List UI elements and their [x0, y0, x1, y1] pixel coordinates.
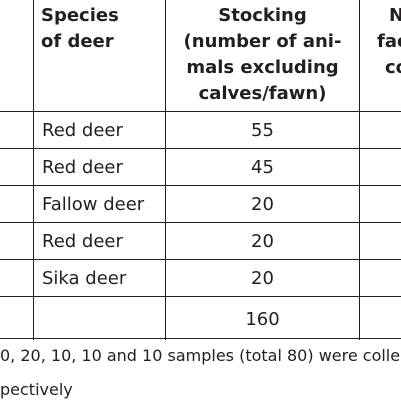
cell-species: Sika deer [42, 268, 127, 289]
footnote-line2: pectively [0, 380, 73, 399]
header-bottom-rule [0, 111, 401, 112]
header-next-line1: N [389, 5, 401, 26]
column-rule [33, 0, 34, 340]
table-bottom-rule [0, 338, 401, 339]
row-rule [0, 222, 401, 223]
header-next-line2: fae [377, 31, 401, 52]
cell-total: 160 [245, 309, 280, 330]
cell-stocking: 20 [251, 268, 274, 289]
cell-stocking: 45 [251, 157, 274, 178]
header-stocking-line4: calves/fawn) [198, 83, 327, 104]
cell-species: Red deer [42, 120, 123, 141]
header-stocking-line3: mals excluding [186, 57, 339, 78]
column-rule [165, 0, 166, 340]
column-rule [359, 0, 360, 340]
cell-stocking: 20 [251, 194, 274, 215]
cell-species: Red deer [42, 231, 123, 252]
footnote-line1: 0, 20, 10, 10 and 10 samples (total 80) … [0, 346, 401, 365]
header-stocking-line2: (number of ani- [183, 31, 342, 52]
row-rule [0, 296, 401, 297]
cell-stocking: 55 [251, 120, 274, 141]
header-species-line2: of deer [41, 31, 114, 52]
cell-species: Red deer [42, 157, 123, 178]
row-rule [0, 259, 401, 260]
row-rule [0, 185, 401, 186]
header-next-line3: co [385, 57, 401, 78]
cell-species: Fallow deer [42, 194, 145, 215]
row-rule [0, 148, 401, 149]
header-stocking-line1: Stocking [218, 5, 307, 26]
cell-stocking: 20 [251, 231, 274, 252]
header-species-line1: Species [41, 5, 119, 26]
